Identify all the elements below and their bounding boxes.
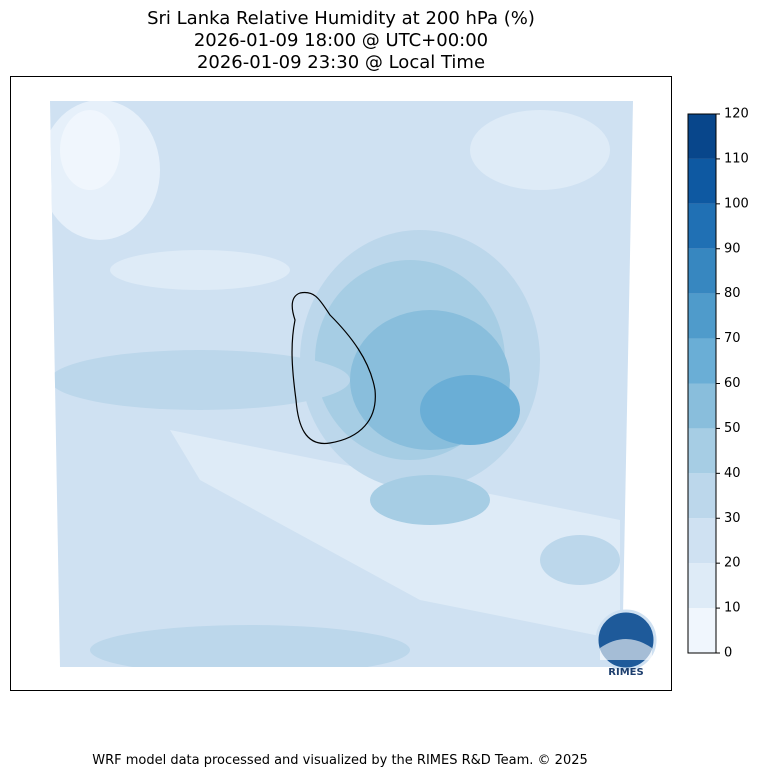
colorbar-tick-label: 0 (724, 646, 732, 661)
title-line: 2026-01-09 23:30 @ Local Time (197, 52, 485, 73)
logo: RIMES (595, 609, 657, 678)
colorbar-bin (688, 608, 716, 653)
colorbar-bin (688, 158, 716, 204)
colorbar-tick-label: 100 (724, 196, 749, 211)
colorbar-bin (688, 428, 716, 474)
colorbar-tick-label: 40 (724, 466, 741, 481)
title-line: 2026-01-09 18:00 @ UTC+00:00 (194, 30, 488, 51)
colorbar-tick-label: 110 (724, 151, 749, 166)
coastline (291, 291, 376, 445)
colorbar-bin (688, 293, 716, 339)
colorbar-tick-label: 90 (724, 241, 741, 256)
colorbar-bin (688, 473, 716, 519)
logo-text: RIMES (608, 667, 643, 678)
colorbar-tick-label: 20 (724, 556, 741, 571)
colorbar-bin (688, 518, 716, 564)
colorbar-tick-label: 60 (724, 376, 741, 391)
colorbar-tick-label: 10 (724, 601, 741, 616)
colorbar-tick-label: 50 (724, 421, 741, 436)
colorbar-bin (688, 248, 716, 294)
colorbar-bin (688, 383, 716, 429)
colorbar-bin (688, 114, 716, 159)
colorbar-tick-label: 70 (724, 331, 741, 346)
colorbar-bin (688, 563, 716, 609)
map-field (50, 101, 633, 667)
colorbar-tick-label: 30 (724, 511, 741, 526)
colorbar-tick-label: 120 (724, 107, 749, 122)
colorbar-bin (688, 338, 716, 384)
colorbar-bin (688, 203, 716, 249)
colorbar: 0 10 20 30 40 50 60 70 80 90 100 110 120 (687, 107, 749, 661)
footer: WRF model data processed and visualized … (92, 753, 588, 768)
colorbar-tick-label: 80 (724, 286, 741, 301)
title-line: Sri Lanka Relative Humidity at 200 hPa (… (147, 8, 535, 29)
